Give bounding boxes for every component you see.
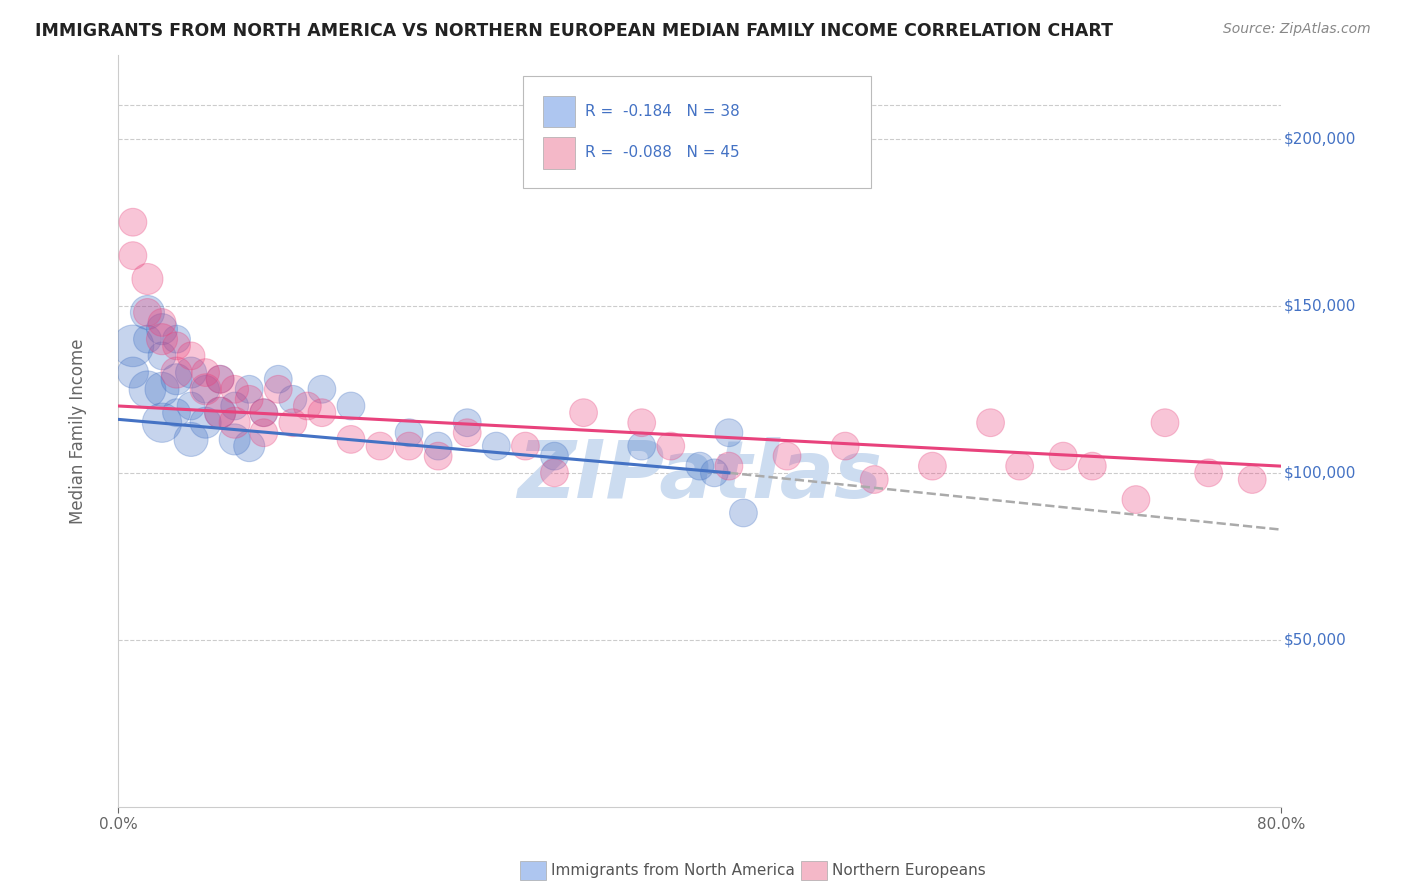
Point — [150, 332, 173, 346]
Point — [180, 399, 202, 413]
Point — [863, 473, 886, 487]
Point — [543, 449, 565, 463]
Point — [456, 416, 478, 430]
Point — [150, 416, 173, 430]
Point — [180, 433, 202, 447]
Point — [122, 366, 145, 380]
Point — [659, 439, 682, 453]
Point — [311, 406, 333, 420]
Point — [180, 349, 202, 363]
Point — [834, 439, 856, 453]
Point — [456, 425, 478, 440]
FancyBboxPatch shape — [523, 76, 870, 188]
Text: $150,000: $150,000 — [1284, 298, 1355, 313]
Point — [136, 272, 159, 286]
Point — [209, 372, 232, 386]
Point — [281, 392, 304, 407]
Point — [194, 416, 217, 430]
Point — [1081, 459, 1104, 474]
Point — [340, 399, 363, 413]
Point — [150, 349, 173, 363]
Point — [209, 406, 232, 420]
Point — [194, 366, 217, 380]
Point — [238, 392, 260, 407]
Point — [150, 316, 173, 330]
Point — [253, 406, 276, 420]
Text: R =  -0.184   N = 38: R = -0.184 N = 38 — [585, 104, 740, 119]
Text: Median Family Income: Median Family Income — [69, 338, 87, 524]
Point — [703, 466, 725, 480]
Point — [122, 339, 145, 353]
Point — [224, 416, 246, 430]
Point — [209, 372, 232, 386]
Text: $50,000: $50,000 — [1284, 632, 1347, 648]
Point — [150, 322, 173, 336]
Point — [427, 449, 450, 463]
Point — [1052, 449, 1074, 463]
Point — [238, 439, 260, 453]
Point — [340, 433, 363, 447]
Point — [717, 459, 740, 474]
Text: Immigrants from North America: Immigrants from North America — [551, 863, 794, 878]
Point — [122, 249, 145, 263]
Point — [980, 416, 1002, 430]
Point — [921, 459, 943, 474]
Point — [136, 305, 159, 319]
Point — [717, 425, 740, 440]
Point — [166, 372, 188, 386]
Point — [1241, 473, 1264, 487]
Text: Source: ZipAtlas.com: Source: ZipAtlas.com — [1223, 22, 1371, 37]
Text: $200,000: $200,000 — [1284, 131, 1355, 146]
Point — [776, 449, 799, 463]
Point — [224, 399, 246, 413]
Point — [1154, 416, 1177, 430]
Point — [150, 382, 173, 396]
Point — [166, 332, 188, 346]
Text: Northern Europeans: Northern Europeans — [832, 863, 986, 878]
Point — [311, 382, 333, 396]
Point — [166, 406, 188, 420]
Text: ZIPatlas: ZIPatlas — [517, 437, 883, 516]
Point — [297, 399, 319, 413]
FancyBboxPatch shape — [543, 137, 575, 169]
FancyBboxPatch shape — [543, 95, 575, 128]
Point — [689, 459, 711, 474]
Point — [166, 339, 188, 353]
Point — [398, 439, 420, 453]
Point — [630, 439, 652, 453]
Point — [194, 382, 217, 396]
Point — [485, 439, 508, 453]
Point — [136, 332, 159, 346]
Point — [281, 416, 304, 430]
Point — [166, 366, 188, 380]
Text: IMMIGRANTS FROM NORTH AMERICA VS NORTHERN EUROPEAN MEDIAN FAMILY INCOME CORRELAT: IMMIGRANTS FROM NORTH AMERICA VS NORTHER… — [35, 22, 1114, 40]
Point — [122, 215, 145, 229]
Point — [253, 425, 276, 440]
Text: R =  -0.088   N = 45: R = -0.088 N = 45 — [585, 145, 740, 161]
Point — [368, 439, 391, 453]
Point — [209, 406, 232, 420]
Point — [136, 305, 159, 319]
Point — [398, 425, 420, 440]
Point — [1125, 492, 1147, 507]
Point — [427, 439, 450, 453]
Point — [224, 382, 246, 396]
Point — [253, 406, 276, 420]
Point — [572, 406, 595, 420]
Point — [224, 433, 246, 447]
Point — [543, 466, 565, 480]
Point — [136, 382, 159, 396]
Point — [1008, 459, 1031, 474]
Point — [238, 382, 260, 396]
Point — [630, 416, 652, 430]
Point — [733, 506, 755, 520]
Point — [1198, 466, 1220, 480]
Point — [194, 382, 217, 396]
Text: $100,000: $100,000 — [1284, 466, 1355, 480]
Point — [267, 372, 290, 386]
Point — [180, 366, 202, 380]
Point — [267, 382, 290, 396]
Point — [515, 439, 537, 453]
